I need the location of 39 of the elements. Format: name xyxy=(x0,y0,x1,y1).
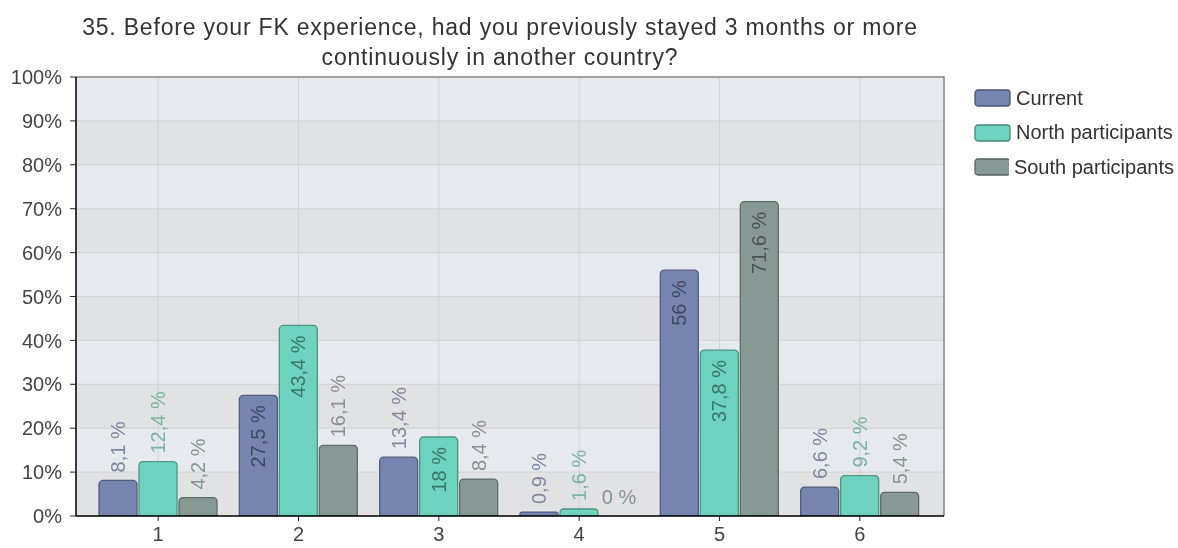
data-label: 9,2 % xyxy=(848,416,871,468)
legend-label: Current xyxy=(1016,86,1083,110)
data-label: 27,5 % xyxy=(247,405,270,468)
data-label: 6,6 % xyxy=(808,427,831,480)
y-tick-label: 10% xyxy=(21,461,63,484)
data-label: 1,6 % xyxy=(568,449,590,501)
y-tick-label: 40% xyxy=(21,329,63,352)
legend-label: North participants xyxy=(1016,121,1173,145)
x-tick-label: 5 xyxy=(713,523,726,546)
data-label: 8,1 % xyxy=(107,421,129,473)
data-label: 56 % xyxy=(668,279,691,326)
y-tick-label: 30% xyxy=(21,373,63,396)
legend-label: South participants xyxy=(1013,155,1174,179)
data-label: 16,1 % xyxy=(327,374,350,438)
chart-title: 35. Before your FK experience, had you previously stayed 3 months or more continuously in another country? xyxy=(81,13,919,72)
data-label: 13,4 % xyxy=(387,386,410,450)
y-tick-label: 60% xyxy=(21,241,63,264)
data-label: 12,4 % xyxy=(147,391,169,454)
data-label: 4,2 % xyxy=(187,438,209,490)
x-tick-label: 4 xyxy=(573,523,585,546)
y-tick-label: 50% xyxy=(21,285,63,308)
y-tick-label: 20% xyxy=(21,417,63,440)
data-label: 18 % xyxy=(427,446,450,493)
x-tick-label: 6 xyxy=(854,523,866,546)
data-label: 5,4 % xyxy=(888,432,911,485)
x-tick-label: 2 xyxy=(292,523,305,546)
data-label: 0,9 % xyxy=(528,452,550,505)
y-tick-label: 0% xyxy=(33,505,63,528)
data-label: 0 % xyxy=(601,485,637,508)
data-label: 71,6 % xyxy=(748,211,771,274)
y-tick-label: 100% xyxy=(10,66,63,89)
x-tick-label: 3 xyxy=(433,523,445,546)
y-tick-label: 70% xyxy=(21,197,63,220)
y-tick-label: 80% xyxy=(21,153,63,176)
data-label: 43,4 % xyxy=(287,335,310,398)
data-label: 8,4 % xyxy=(467,419,490,472)
y-tick-label: 90% xyxy=(21,110,63,132)
x-tick-label: 1 xyxy=(152,523,164,546)
data-label: 37,8 % xyxy=(708,359,731,423)
